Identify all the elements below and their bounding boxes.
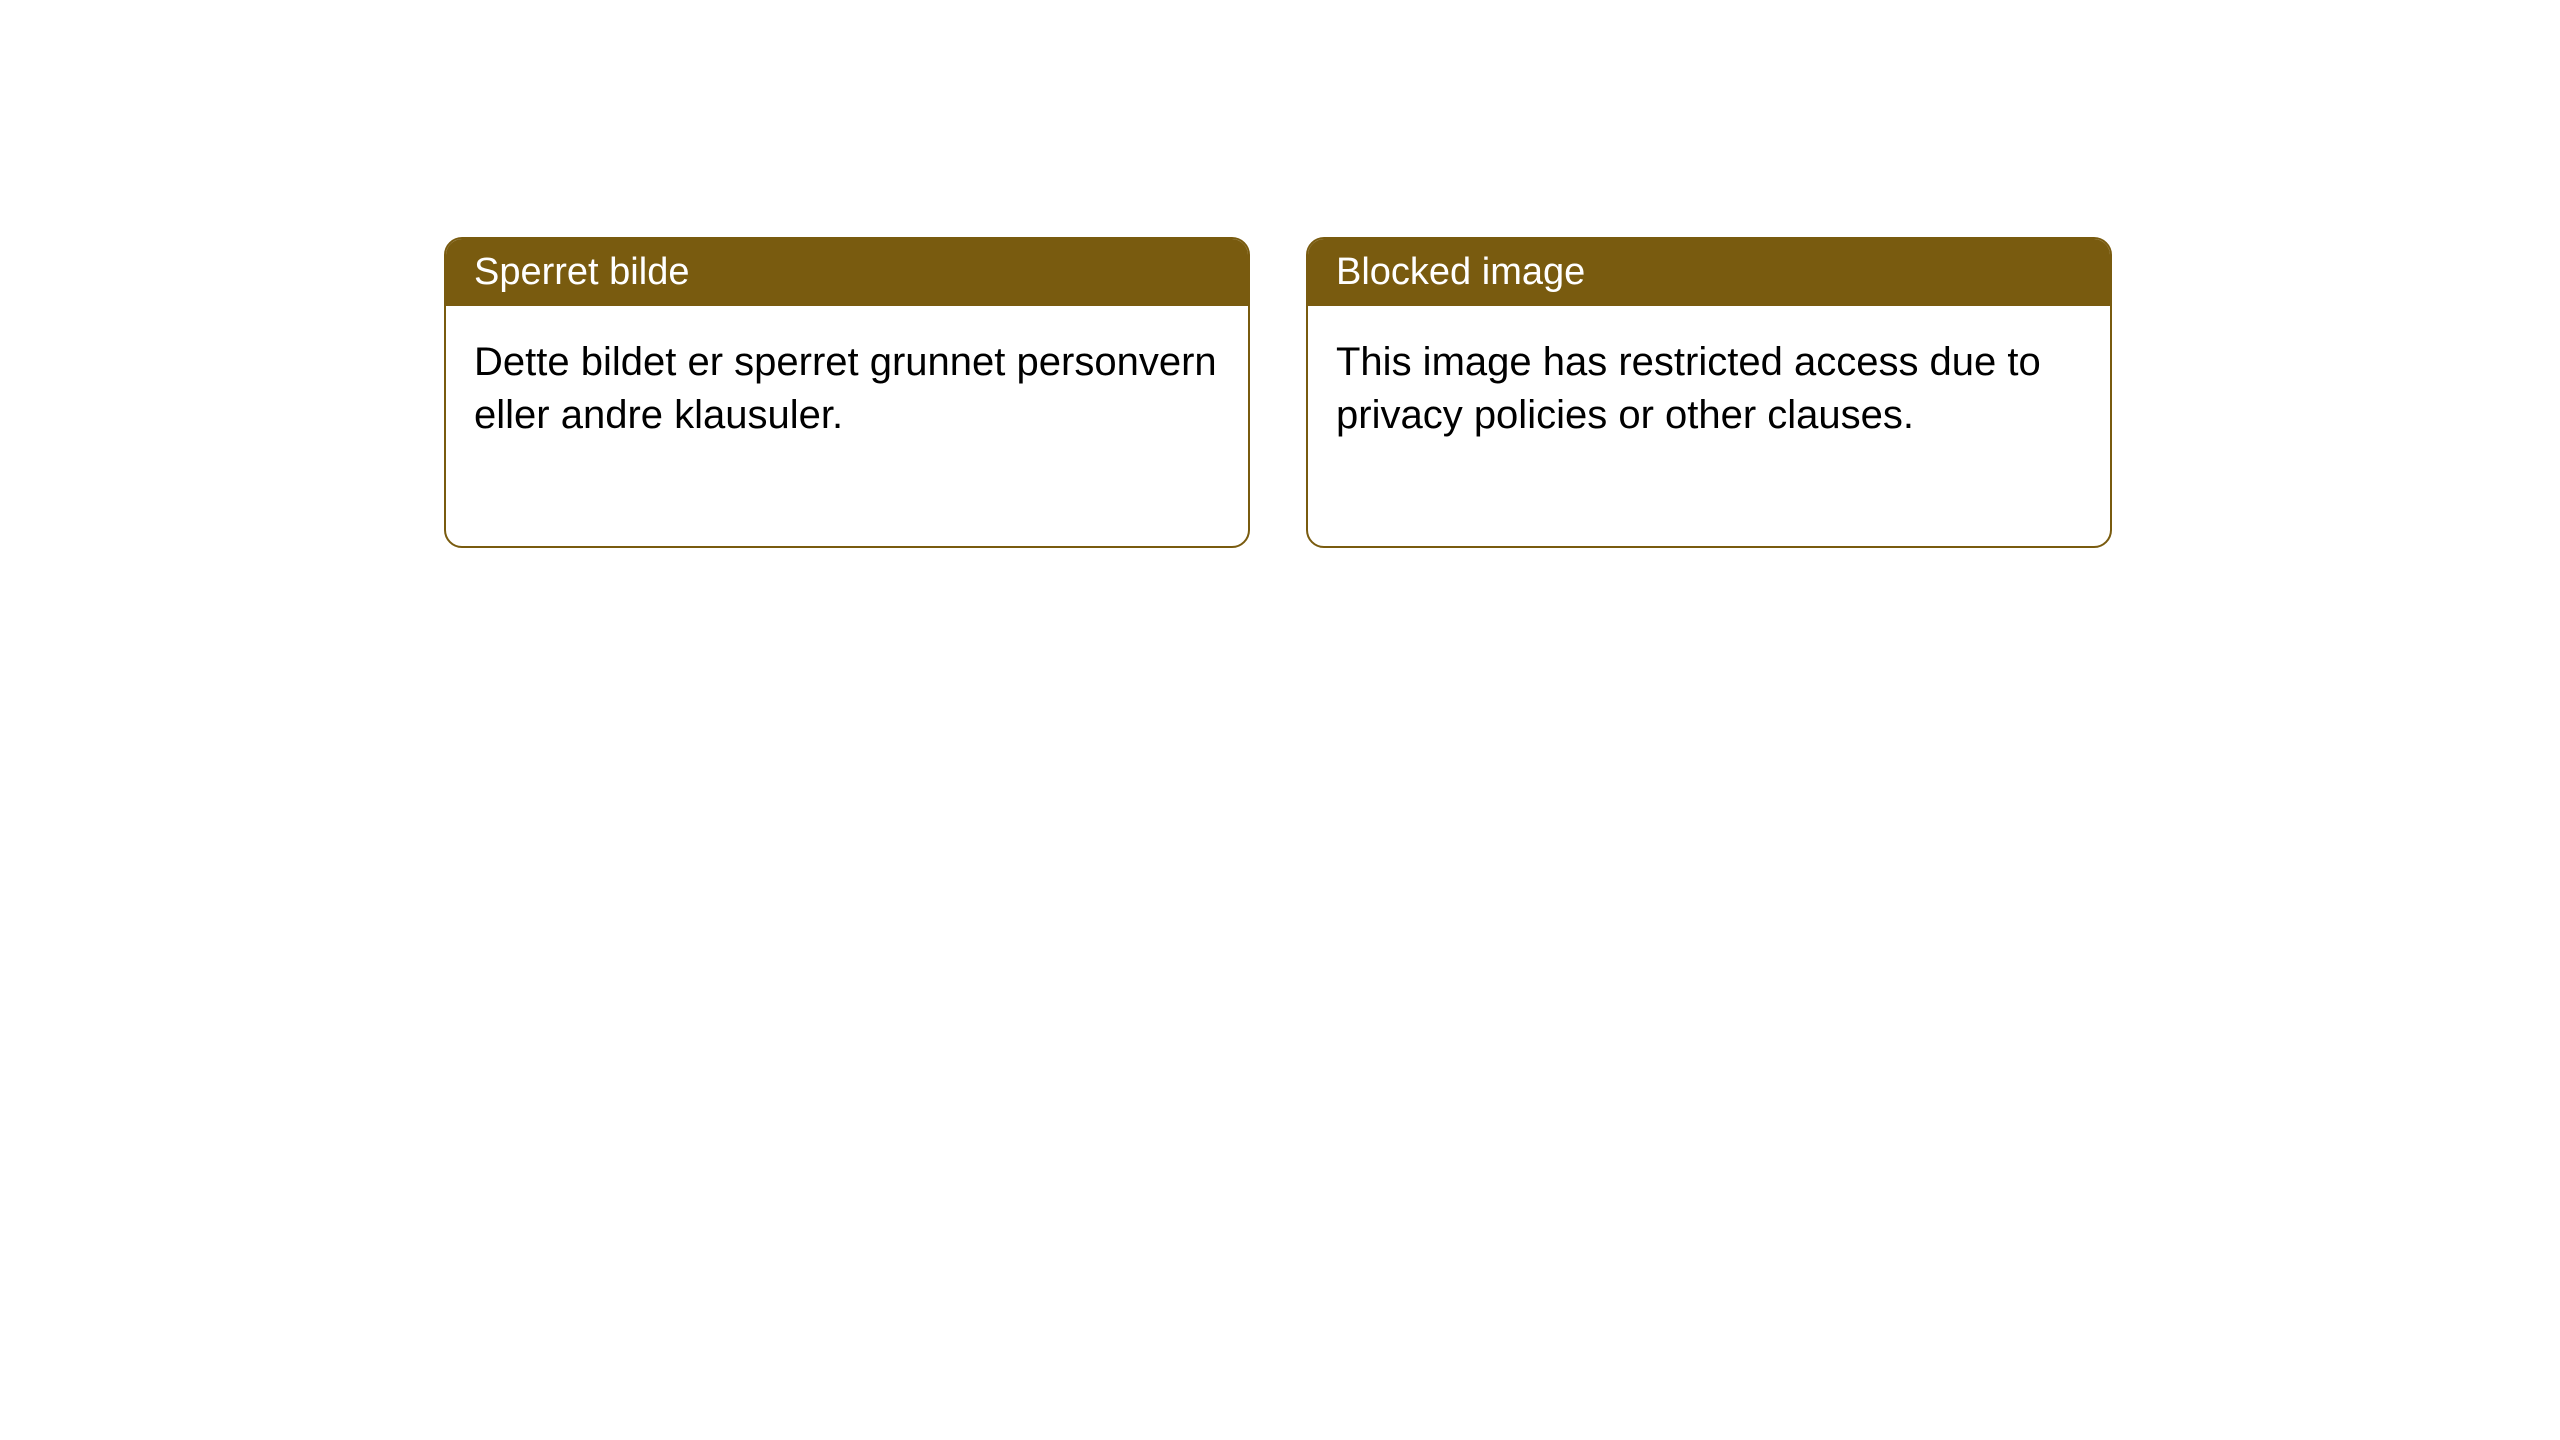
- notice-header-norwegian: Sperret bilde: [446, 239, 1248, 306]
- notice-card-english: Blocked image This image has restricted …: [1306, 237, 2112, 548]
- notice-body-english: This image has restricted access due to …: [1308, 306, 2110, 546]
- notice-header-english: Blocked image: [1308, 239, 2110, 306]
- notice-card-norwegian: Sperret bilde Dette bildet er sperret gr…: [444, 237, 1250, 548]
- notice-body-norwegian: Dette bildet er sperret grunnet personve…: [446, 306, 1248, 546]
- notice-container: Sperret bilde Dette bildet er sperret gr…: [444, 237, 2112, 548]
